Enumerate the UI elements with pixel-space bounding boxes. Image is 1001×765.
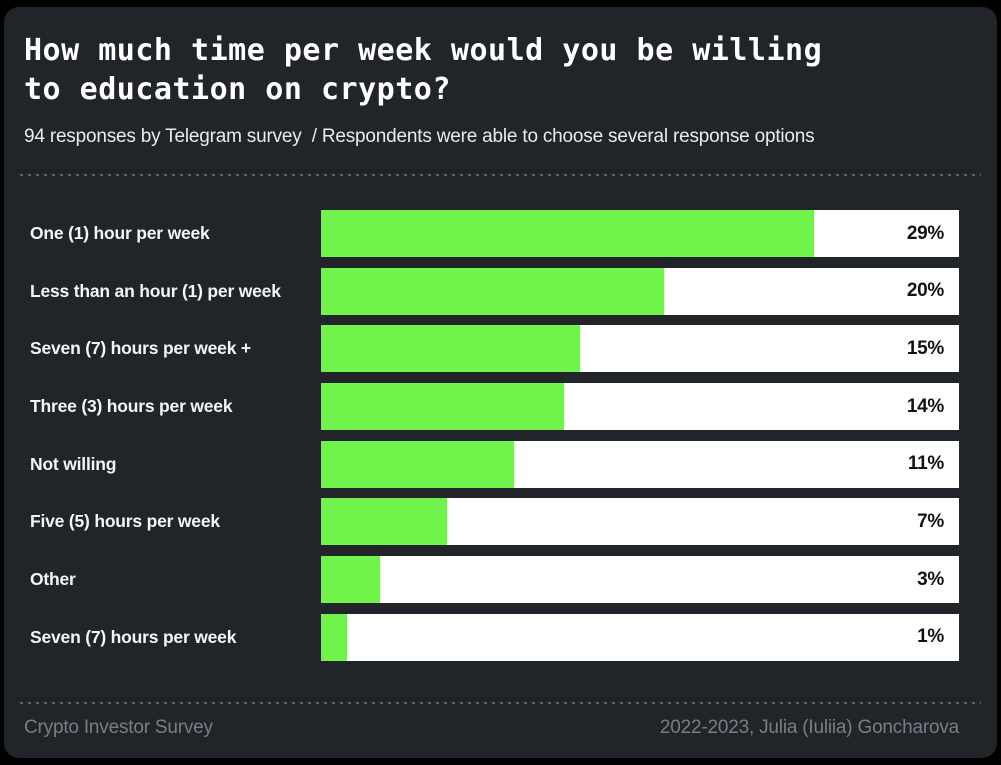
bar-chart: One (1) hour per week 29% Less than an h… bbox=[20, 210, 981, 661]
bar-row: Seven (7) hours per week + 15% bbox=[20, 325, 959, 373]
bar-row: Five (5) hours per week 7% bbox=[20, 498, 959, 546]
bar-track[interactable]: 15% bbox=[321, 325, 959, 373]
value-label: 15% bbox=[906, 337, 944, 359]
chart-card: How much time per week would you be will… bbox=[4, 7, 997, 758]
bar-row: Three (3) hours per week 14% bbox=[20, 383, 959, 431]
category-label: One (1) hour per week bbox=[30, 223, 210, 243]
bar-fill bbox=[321, 267, 664, 315]
bar-fill bbox=[321, 383, 564, 431]
value-label: 11% bbox=[907, 453, 944, 475]
category-label: Less than an hour (1) per week bbox=[30, 280, 281, 301]
footer-source-label: Crypto Investor Survey bbox=[24, 716, 213, 738]
bar-track[interactable]: 20% bbox=[321, 267, 959, 315]
category-label: Five (5) hours per week bbox=[30, 511, 220, 532]
value-label: 7% bbox=[917, 510, 944, 532]
chart-title: How much time per week would you be will… bbox=[24, 31, 981, 109]
bar-row: Seven (7) hours per week 1% bbox=[20, 613, 959, 661]
chart-title-line-1: How much time per week would you be will… bbox=[24, 33, 823, 68]
bar-row: Not willing 11% bbox=[20, 440, 959, 488]
value-label: 29% bbox=[906, 222, 944, 244]
chart-footer: Crypto Investor Survey 2022-2023, Julia … bbox=[24, 717, 981, 739]
top-divider bbox=[20, 174, 981, 176]
chart-subtitle: 94 responses by Telegram survey / Respon… bbox=[24, 126, 815, 147]
bar-track[interactable]: 29% bbox=[321, 210, 959, 257]
bar-track[interactable]: 11% bbox=[321, 440, 959, 488]
bar-fill bbox=[321, 556, 381, 604]
bar-row: Other 3% bbox=[20, 556, 959, 604]
value-label: 3% bbox=[917, 568, 944, 590]
category-label: Other bbox=[30, 569, 76, 590]
bar-fill bbox=[321, 498, 447, 546]
category-label: Seven (7) hours per week bbox=[30, 626, 237, 647]
bar-row: One (1) hour per week 29% bbox=[20, 210, 959, 257]
category-label: Not willing bbox=[30, 453, 117, 474]
bar-track[interactable]: 14% bbox=[321, 383, 959, 431]
value-label: 14% bbox=[906, 395, 944, 417]
bar-fill bbox=[321, 440, 514, 488]
value-label: 1% bbox=[917, 626, 944, 648]
category-label: Three (3) hours per week bbox=[30, 396, 233, 417]
bar-row: Less than an hour (1) per week 20% bbox=[20, 267, 959, 315]
bar-fill bbox=[321, 325, 581, 373]
bar-fill bbox=[321, 613, 347, 661]
category-label: Seven (7) hours per week + bbox=[30, 338, 251, 359]
bar-track[interactable]: 1% bbox=[321, 613, 959, 661]
bar-track[interactable]: 7% bbox=[321, 498, 959, 546]
value-label: 20% bbox=[906, 280, 944, 302]
chart-title-line-2: to education on crypto? bbox=[24, 72, 451, 107]
bar-track[interactable]: 3% bbox=[321, 556, 959, 604]
bar-fill bbox=[321, 210, 815, 257]
footer-byline: 2022-2023, Julia (Iuliia) Goncharova bbox=[659, 716, 959, 738]
bottom-divider bbox=[20, 701, 981, 704]
